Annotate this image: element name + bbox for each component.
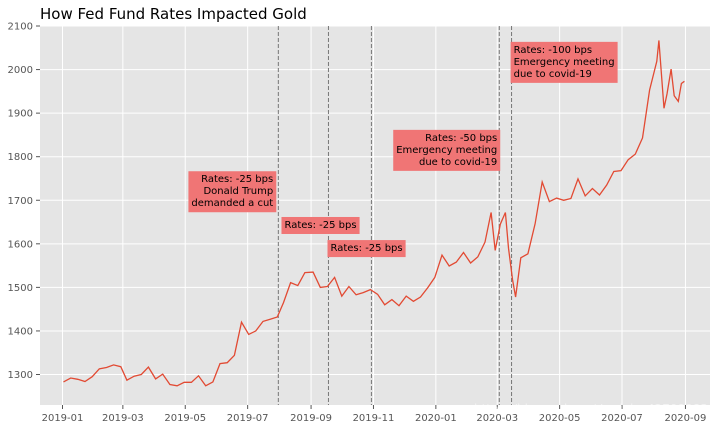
annotation-background — [327, 240, 406, 258]
x-axis-ticks: 2019-01 2019-03 2019-05 2019-07 2019-09 2019-… — [42, 405, 707, 424]
y-tick-label: 2100 — [8, 22, 33, 33]
x-tick-label: 2020-09 — [665, 413, 707, 424]
annotation-text: Emergency meeting — [514, 57, 615, 68]
annotation-text: Rates: -25 bps — [331, 243, 403, 254]
x-tick-label: 2019-07 — [227, 413, 269, 424]
y-tick-label: 1300 — [8, 370, 33, 381]
rate-cut-lines — [277, 26, 513, 405]
annotation-text: Rates: -25 bps — [284, 220, 356, 231]
gold-price-line — [63, 40, 685, 387]
x-tick-label: 2020-05 — [539, 413, 581, 424]
annotation-background — [188, 171, 277, 213]
chart-title: How Fed Fund Rates Impacted Gold — [40, 5, 307, 23]
annotation-text: Rates: -25 bps — [201, 174, 273, 185]
x-tick-label: 2019-09 — [290, 413, 332, 424]
annotation-text: Rates: -50 bps — [425, 133, 497, 144]
x-tick-label: 2019-03 — [102, 413, 144, 424]
x-tick-label: 2019-11 — [353, 413, 395, 424]
y-tick-label: 1700 — [8, 196, 33, 207]
x-tick-label: 2019-01 — [42, 413, 84, 424]
annotation-background — [393, 129, 501, 171]
x-tick-label: 2020-07 — [601, 413, 643, 424]
y-tick-label: 1600 — [8, 239, 33, 250]
annotation-text: demanded a cut — [191, 198, 273, 209]
y-tick-label: 1900 — [8, 109, 33, 120]
annotation-background — [281, 216, 360, 234]
x-tick-label: 2020-01 — [415, 413, 457, 424]
annotation-box: Rates: -25 bps — [281, 216, 360, 234]
annotation-text: due to covid-19 — [419, 157, 497, 168]
annotation-text: Emergency meeting — [396, 145, 497, 156]
y-tick-label: 2000 — [8, 65, 33, 76]
annotation-box: Rates: -25 bps — [327, 240, 406, 258]
x-tick-label: 2020-03 — [476, 413, 518, 424]
watermark: https://blog.csdn.net/weixin_42708083 — [474, 402, 708, 416]
annotation-text: Rates: -100 bps — [514, 45, 592, 56]
annotation-text: Donald Trump — [203, 186, 273, 197]
y-tick-label: 1500 — [8, 283, 33, 294]
y-tick-label: 1400 — [8, 326, 33, 337]
y-tick-label: 1800 — [8, 152, 33, 163]
plot-area — [40, 26, 710, 405]
y-axis-ticks: 1300 1400 1500 1600 1700 1800 1900 2000 2100 — [8, 22, 40, 381]
x-tick-label: 2019-05 — [164, 413, 206, 424]
annotation-text: due to covid-19 — [514, 69, 592, 80]
annotation-background — [510, 41, 618, 83]
